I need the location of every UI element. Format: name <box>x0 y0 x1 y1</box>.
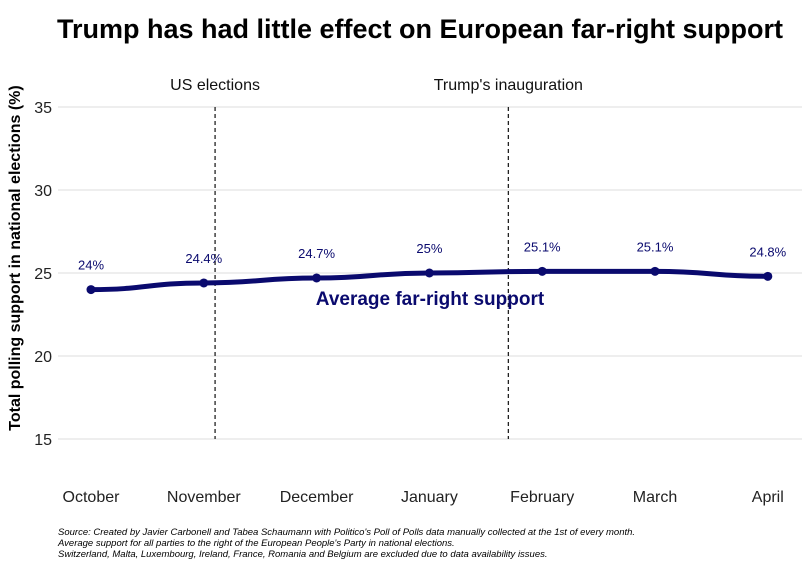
source-line: Switzerland, Malta, Luxembourg, Ireland,… <box>58 549 548 560</box>
data-label: 24.7% <box>298 246 335 261</box>
data-point <box>763 271 773 281</box>
data-point <box>650 266 660 276</box>
x-tick-label: February <box>510 489 574 506</box>
y-tick-label: 35 <box>34 100 52 117</box>
y-tick-label: 25 <box>34 266 52 283</box>
series: 24% 24.4% 24.7% 25% 25.1% 25.1% 24.8% Average f… <box>78 239 787 310</box>
x-tick-label: April <box>752 489 784 506</box>
y-tick-label: 30 <box>34 183 52 200</box>
y-tick-label: 20 <box>34 349 52 366</box>
x-tick-label: March <box>633 489 677 506</box>
data-label: 25.1% <box>524 239 561 254</box>
y-axis-label: Total polling support in national electi… <box>7 85 24 430</box>
data-label: 25.1% <box>637 239 674 254</box>
event-lines: US elections Trump's inauguration <box>170 77 583 439</box>
x-tick-label: January <box>401 489 458 506</box>
chart-title: Trump has had little effect on European … <box>57 14 783 44</box>
data-point <box>199 278 209 288</box>
y-tick-label: 15 <box>34 432 52 449</box>
x-axis-ticks: October November December January February Ma… <box>63 489 784 506</box>
data-point <box>86 285 96 295</box>
x-tick-label: October <box>63 489 121 506</box>
data-label: 24.8% <box>749 244 786 259</box>
data-label: 25% <box>416 241 442 256</box>
data-point <box>537 266 547 276</box>
event-label: Trump's inauguration <box>434 77 583 94</box>
source-note: Source: Created by Javier Carbonell and … <box>57 527 635 560</box>
x-tick-label: December <box>280 489 354 506</box>
source-line: Average support for all parties to the r… <box>57 538 455 549</box>
data-point <box>312 273 322 283</box>
data-point <box>424 268 434 278</box>
y-axis-ticks: 15 20 25 30 35 <box>34 100 52 449</box>
data-label: 24.4% <box>185 251 222 266</box>
data-label: 24% <box>78 258 104 273</box>
event-label: US elections <box>170 77 260 94</box>
series-label: Average far-right support <box>316 289 545 310</box>
source-line: Source: Created by Javier Carbonell and … <box>58 527 635 538</box>
x-tick-label: November <box>167 489 241 506</box>
